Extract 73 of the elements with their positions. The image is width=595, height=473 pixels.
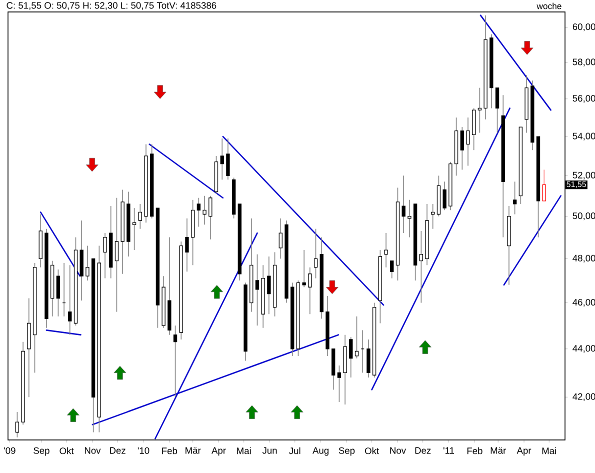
- y-tick-label: 42,00: [572, 393, 595, 401]
- x-tick-label: '10: [138, 447, 150, 454]
- candlestick: [208, 195, 212, 240]
- candlestick: [86, 245, 90, 281]
- candlestick: [354, 316, 359, 359]
- x-tick-label: Feb: [162, 447, 178, 454]
- candlestick: [138, 204, 142, 230]
- y-tick-label: 60,00: [572, 23, 595, 32]
- x-tick-label: '11: [444, 447, 454, 454]
- y-tick-label: 50,00: [572, 212, 595, 220]
- y-tick-label: 52,00: [572, 172, 595, 180]
- candlestick: [185, 218, 189, 272]
- candlestick: [103, 232, 107, 279]
- y-tick-label: 54,00: [572, 132, 595, 140]
- candlestick: [442, 181, 446, 211]
- candlestick: [366, 339, 370, 378]
- candlestick: [278, 218, 282, 260]
- candlestick: [384, 232, 388, 268]
- x-tick-label: Jul: [289, 447, 300, 454]
- candlestick: [431, 204, 435, 230]
- y-tick-label: 46,00: [572, 298, 595, 307]
- candlestick: [56, 269, 60, 317]
- x-tick-label: Aug: [312, 447, 328, 456]
- candlestick: [512, 181, 517, 215]
- candlestick: [337, 365, 342, 402]
- candlestick: [419, 230, 423, 304]
- candlestick: [114, 197, 119, 312]
- candlestick: [478, 87, 482, 134]
- x-tick-label: Apr: [516, 447, 532, 456]
- x-tick-label: Dez: [110, 447, 126, 454]
- candlestick: [132, 208, 136, 250]
- y-tick-label: 48,00: [572, 254, 595, 263]
- candlestick: [402, 175, 406, 234]
- x-tick-label: Feb: [467, 447, 482, 454]
- y-tick-label: 58,00: [572, 58, 595, 66]
- candlestick: [255, 254, 260, 326]
- x-tick-label: Mai: [542, 447, 556, 454]
- candlestick: [220, 138, 224, 180]
- candlestick: [196, 197, 201, 228]
- x-tick-label: Sep: [338, 447, 355, 456]
- chart-subtitle: woche: [536, 2, 562, 10]
- candlestick: [226, 138, 230, 180]
- candlestick: [302, 250, 306, 288]
- candlestick: [542, 169, 546, 202]
- candlestick: [202, 195, 206, 226]
- chart-title: C: 51,55 O: 50,75 H: 52,30 L: 50,75 TotV: 4185386: [6, 2, 216, 10]
- candlestick: [314, 228, 318, 279]
- x-tick-label: Jun: [262, 447, 277, 454]
- x-tick-label: Mär: [490, 447, 506, 454]
- x-tick-label: Sep: [34, 447, 50, 456]
- x-tick-label: Nov: [84, 447, 101, 454]
- candlestick: [308, 266, 312, 315]
- x-tick-label: Mai: [237, 447, 251, 454]
- x-tick-label: Mär: [186, 447, 201, 454]
- candlestick: [460, 126, 464, 170]
- candlestick: [15, 412, 20, 438]
- x-tick-label: Okt: [364, 447, 380, 454]
- candlestick: [267, 256, 271, 315]
- x-tick-label: Nov: [390, 447, 406, 454]
- candlestick: [495, 87, 500, 134]
- candlestick: [349, 336, 353, 378]
- y-tick-label: 56,00: [572, 95, 595, 103]
- candlestick: [173, 325, 178, 398]
- y-tick-label: 44,00: [572, 345, 595, 353]
- candlestick: [466, 117, 470, 166]
- candlestick: [68, 264, 72, 336]
- x-tick-label: Okt: [60, 447, 74, 454]
- x-tick-label: Apr: [212, 447, 226, 456]
- x-tick-label: Dez: [415, 447, 431, 454]
- x-tick-label: '09: [4, 447, 16, 454]
- annotation: 51,55: [566, 182, 586, 188]
- candlestick: [390, 260, 394, 279]
- candlestick: [408, 200, 412, 238]
